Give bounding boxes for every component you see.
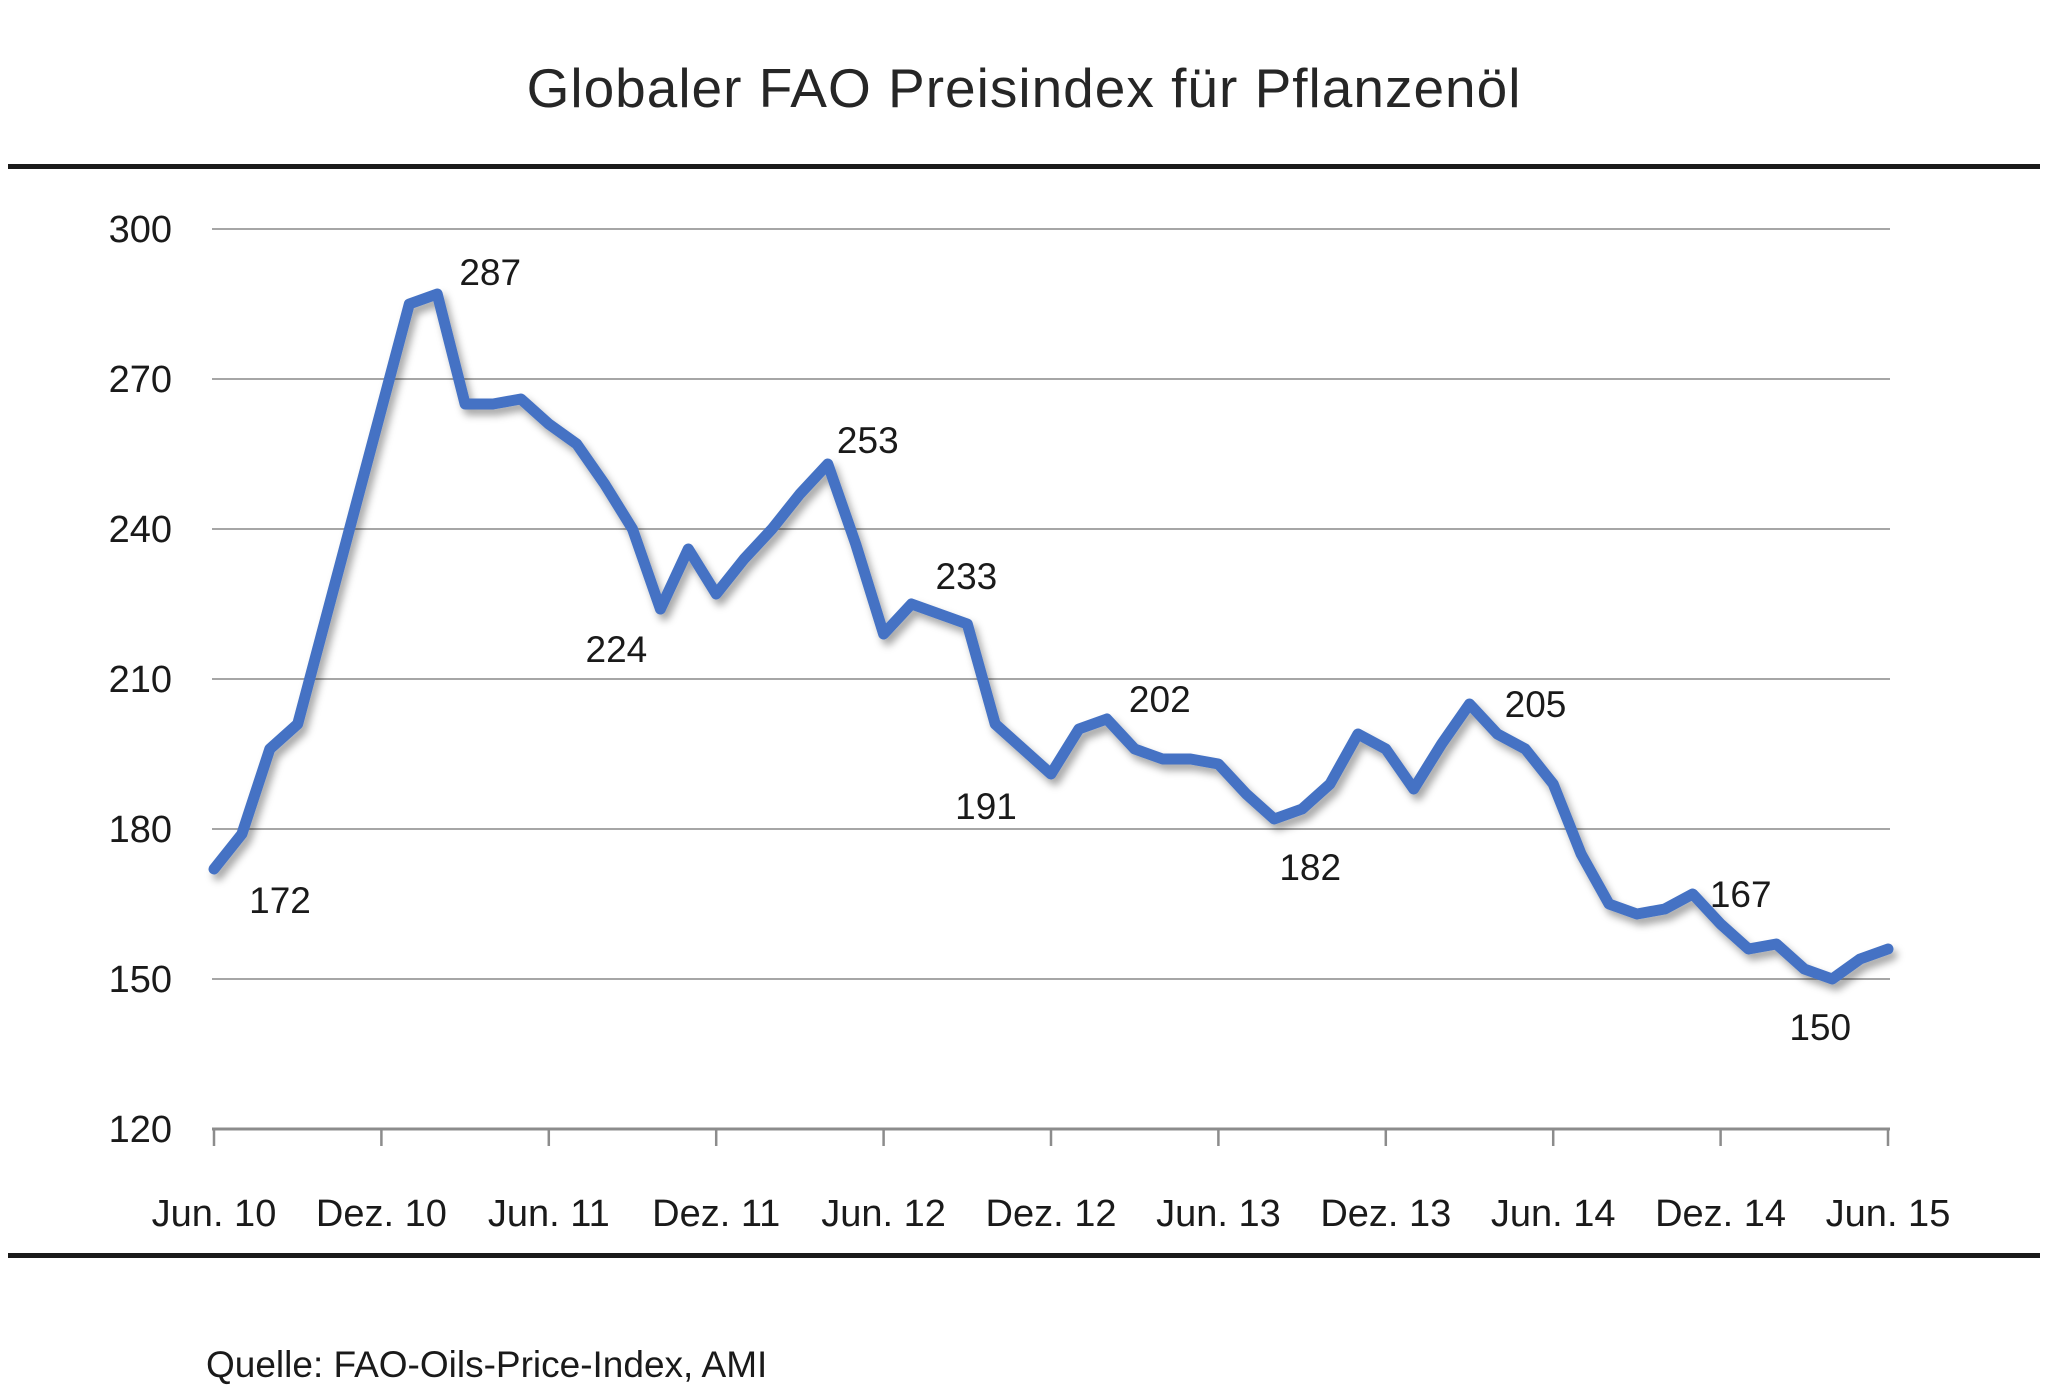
data-label: 191 — [955, 786, 1017, 827]
data-label: 253 — [837, 420, 899, 461]
data-label: 224 — [586, 629, 648, 670]
y-axis-tick-label: 120 — [109, 1109, 172, 1151]
source-caption: Quelle: FAO-Oils-Price-Index, AMI — [206, 1344, 768, 1385]
data-label: 150 — [1789, 1007, 1851, 1048]
data-label: 233 — [936, 556, 998, 597]
top-divider — [8, 164, 2040, 169]
x-axis-tick-label: Dez. 11 — [652, 1193, 780, 1235]
data-label: 182 — [1279, 847, 1341, 888]
chart-title: Globaler FAO Preisindex für Pflanzenöl — [526, 57, 1522, 119]
data-label: 202 — [1129, 679, 1191, 720]
price-index-series-line — [208, 288, 1894, 985]
y-axis-tick-label: 300 — [109, 209, 172, 251]
data-label: 205 — [1505, 684, 1567, 725]
x-axis-tick-label: Jun. 10 — [152, 1193, 277, 1235]
x-axis-tick-label: Dez. 13 — [1320, 1193, 1451, 1235]
x-axis-tick-label: Dez. 14 — [1655, 1193, 1786, 1235]
y-axis-tick-label: 150 — [109, 959, 172, 1001]
data-label: 167 — [1710, 874, 1772, 915]
y-axis-tick-label: 210 — [109, 659, 172, 701]
x-axis-tick-label: Jun. 15 — [1826, 1193, 1951, 1235]
data-label: 172 — [249, 880, 311, 921]
x-axis-tick-label: Jun. 13 — [1156, 1193, 1281, 1235]
x-axis-tick-label: Jun. 11 — [488, 1193, 610, 1235]
bottom-divider — [8, 1253, 2040, 1258]
y-axis-tick-label: 240 — [109, 509, 172, 551]
y-axis-tick-label: 270 — [109, 359, 172, 401]
data-label: 287 — [459, 252, 521, 293]
x-axis-tick-label: Jun. 14 — [1491, 1193, 1616, 1235]
x-axis-tick-label: Dez. 10 — [316, 1193, 447, 1235]
x-axis-tick-label: Jun. 12 — [821, 1193, 946, 1235]
x-axis-tick-label: Dez. 12 — [986, 1193, 1117, 1235]
y-axis-tick-label: 180 — [109, 809, 172, 851]
